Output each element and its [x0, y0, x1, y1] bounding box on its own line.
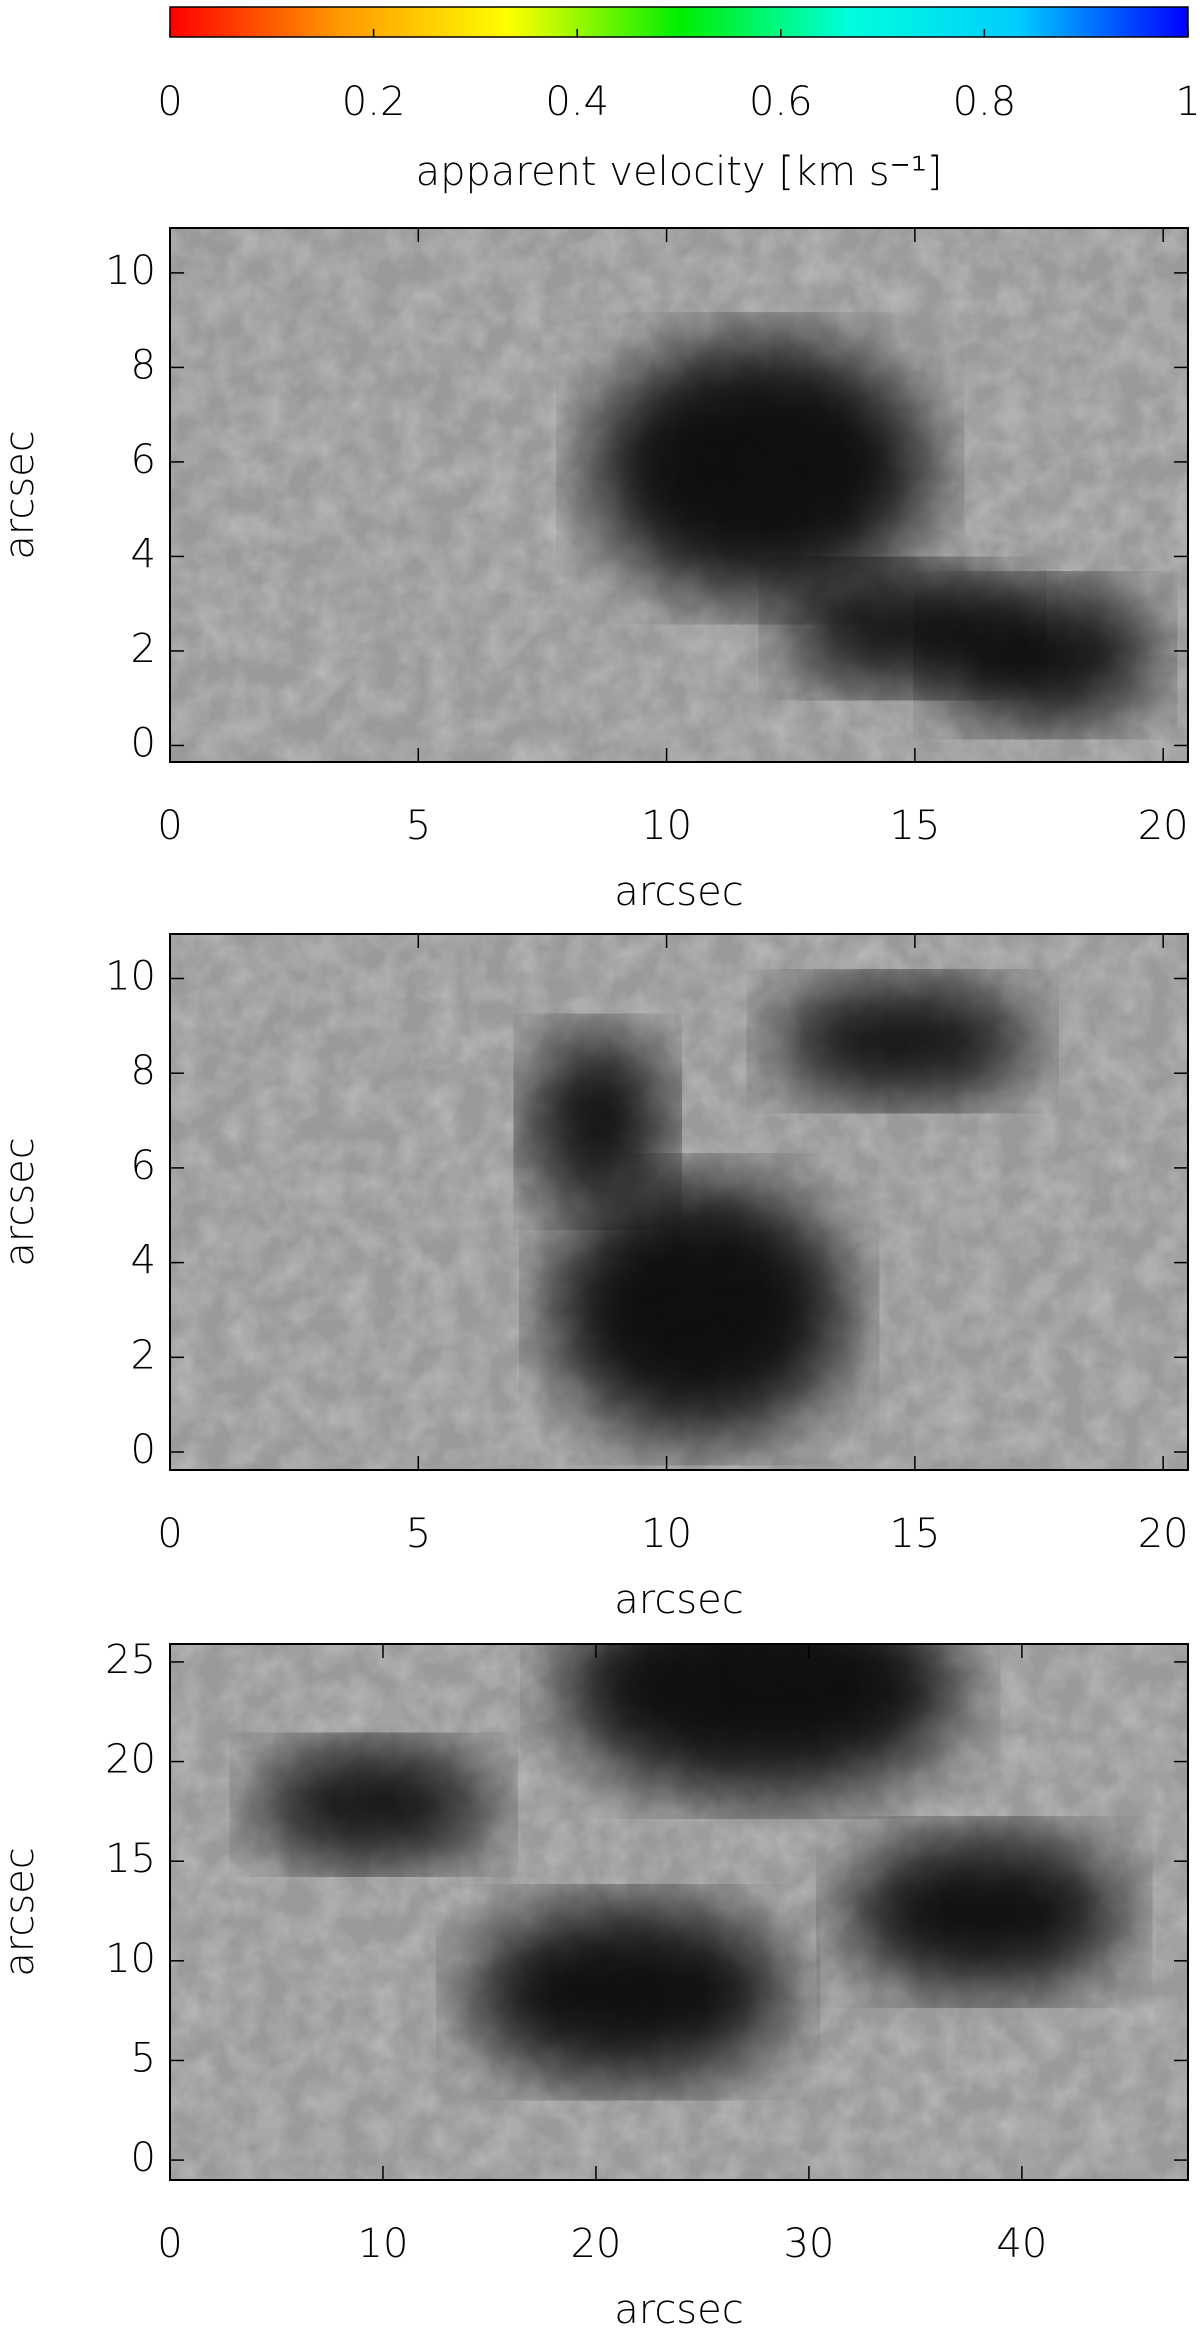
- y-tick-label: 8: [131, 1048, 156, 1094]
- x-tick-label: 15: [889, 803, 940, 849]
- y-axis-label: arcsec: [0, 1137, 43, 1267]
- colorbar-label: apparent velocity [km s⁻¹]: [416, 149, 943, 195]
- umbra: [468, 1902, 789, 2083]
- y-tick-label: 0: [131, 720, 156, 766]
- x-tick-label: 10: [641, 803, 692, 849]
- y-tick-label: 6: [131, 1143, 156, 1189]
- umbra: [772, 981, 1033, 1102]
- frame: [169, 933, 1189, 1471]
- x-tick-label: 0: [157, 2221, 182, 2267]
- y-tick-label: 0: [131, 2135, 156, 2181]
- y-tick-label: 25: [105, 1637, 156, 1683]
- x-tick-label: 5: [406, 1511, 431, 1557]
- frame: [169, 1643, 1189, 2181]
- y-tick-label: 20: [105, 1737, 156, 1783]
- x-axis-label: arcsec: [614, 1577, 744, 1623]
- image-layer: [170, 228, 1188, 762]
- y-tick-label: 8: [131, 342, 156, 388]
- image-layer: [170, 1644, 1188, 2180]
- x-tick-label: 0: [157, 79, 182, 125]
- frame: [169, 227, 1189, 763]
- x-tick-label: 30: [783, 2221, 834, 2267]
- x-tick-label: 0: [157, 803, 182, 849]
- x-axis-label: arcsec: [614, 2287, 744, 2333]
- y-tick-label: 4: [131, 531, 156, 577]
- umbra: [253, 1744, 494, 1865]
- y-tick-label: 2: [131, 1332, 156, 1378]
- y-tick-label: 5: [131, 2035, 156, 2081]
- x-tick-label: 40: [996, 2221, 1047, 2267]
- y-tick-label: 2: [131, 626, 156, 672]
- x-tick-label: 20: [1138, 1511, 1189, 1557]
- colorbar: [169, 6, 1189, 38]
- x-axis-label: arcsec: [614, 869, 744, 915]
- y-tick-label: 15: [105, 1836, 156, 1882]
- y-tick-label: 4: [131, 1238, 156, 1284]
- x-tick-label: 0: [157, 1511, 182, 1557]
- x-tick-label: 15: [889, 1511, 940, 1557]
- x-tick-label: 0.6: [749, 79, 813, 125]
- umbra: [549, 1179, 850, 1440]
- umbra: [527, 1031, 668, 1212]
- x-tick-label: 0.8: [953, 79, 1017, 125]
- image-layer: [170, 934, 1188, 1470]
- x-tick-label: 1: [1175, 79, 1200, 125]
- umbra: [590, 338, 931, 599]
- y-tick-label: 0: [131, 1427, 156, 1473]
- y-axis-label: arcsec: [0, 1847, 43, 1977]
- y-tick-label: 6: [131, 437, 156, 483]
- x-tick-label: 0.2: [342, 79, 406, 125]
- x-tick-label: 10: [358, 2221, 409, 2267]
- x-tick-label: 20: [1138, 803, 1189, 849]
- x-tick-label: 10: [641, 1511, 692, 1557]
- x-tick-label: 0.4: [545, 79, 609, 125]
- y-tick-label: 10: [105, 248, 156, 294]
- umbra: [935, 585, 1156, 726]
- umbra: [560, 1644, 961, 1797]
- y-tick-label: 10: [105, 954, 156, 1000]
- umbra: [844, 1832, 1125, 1992]
- x-tick-label: 20: [570, 2221, 621, 2267]
- x-tick-label: 5: [406, 803, 431, 849]
- y-tick-label: 10: [105, 1936, 156, 1982]
- y-axis-label: arcsec: [0, 430, 43, 560]
